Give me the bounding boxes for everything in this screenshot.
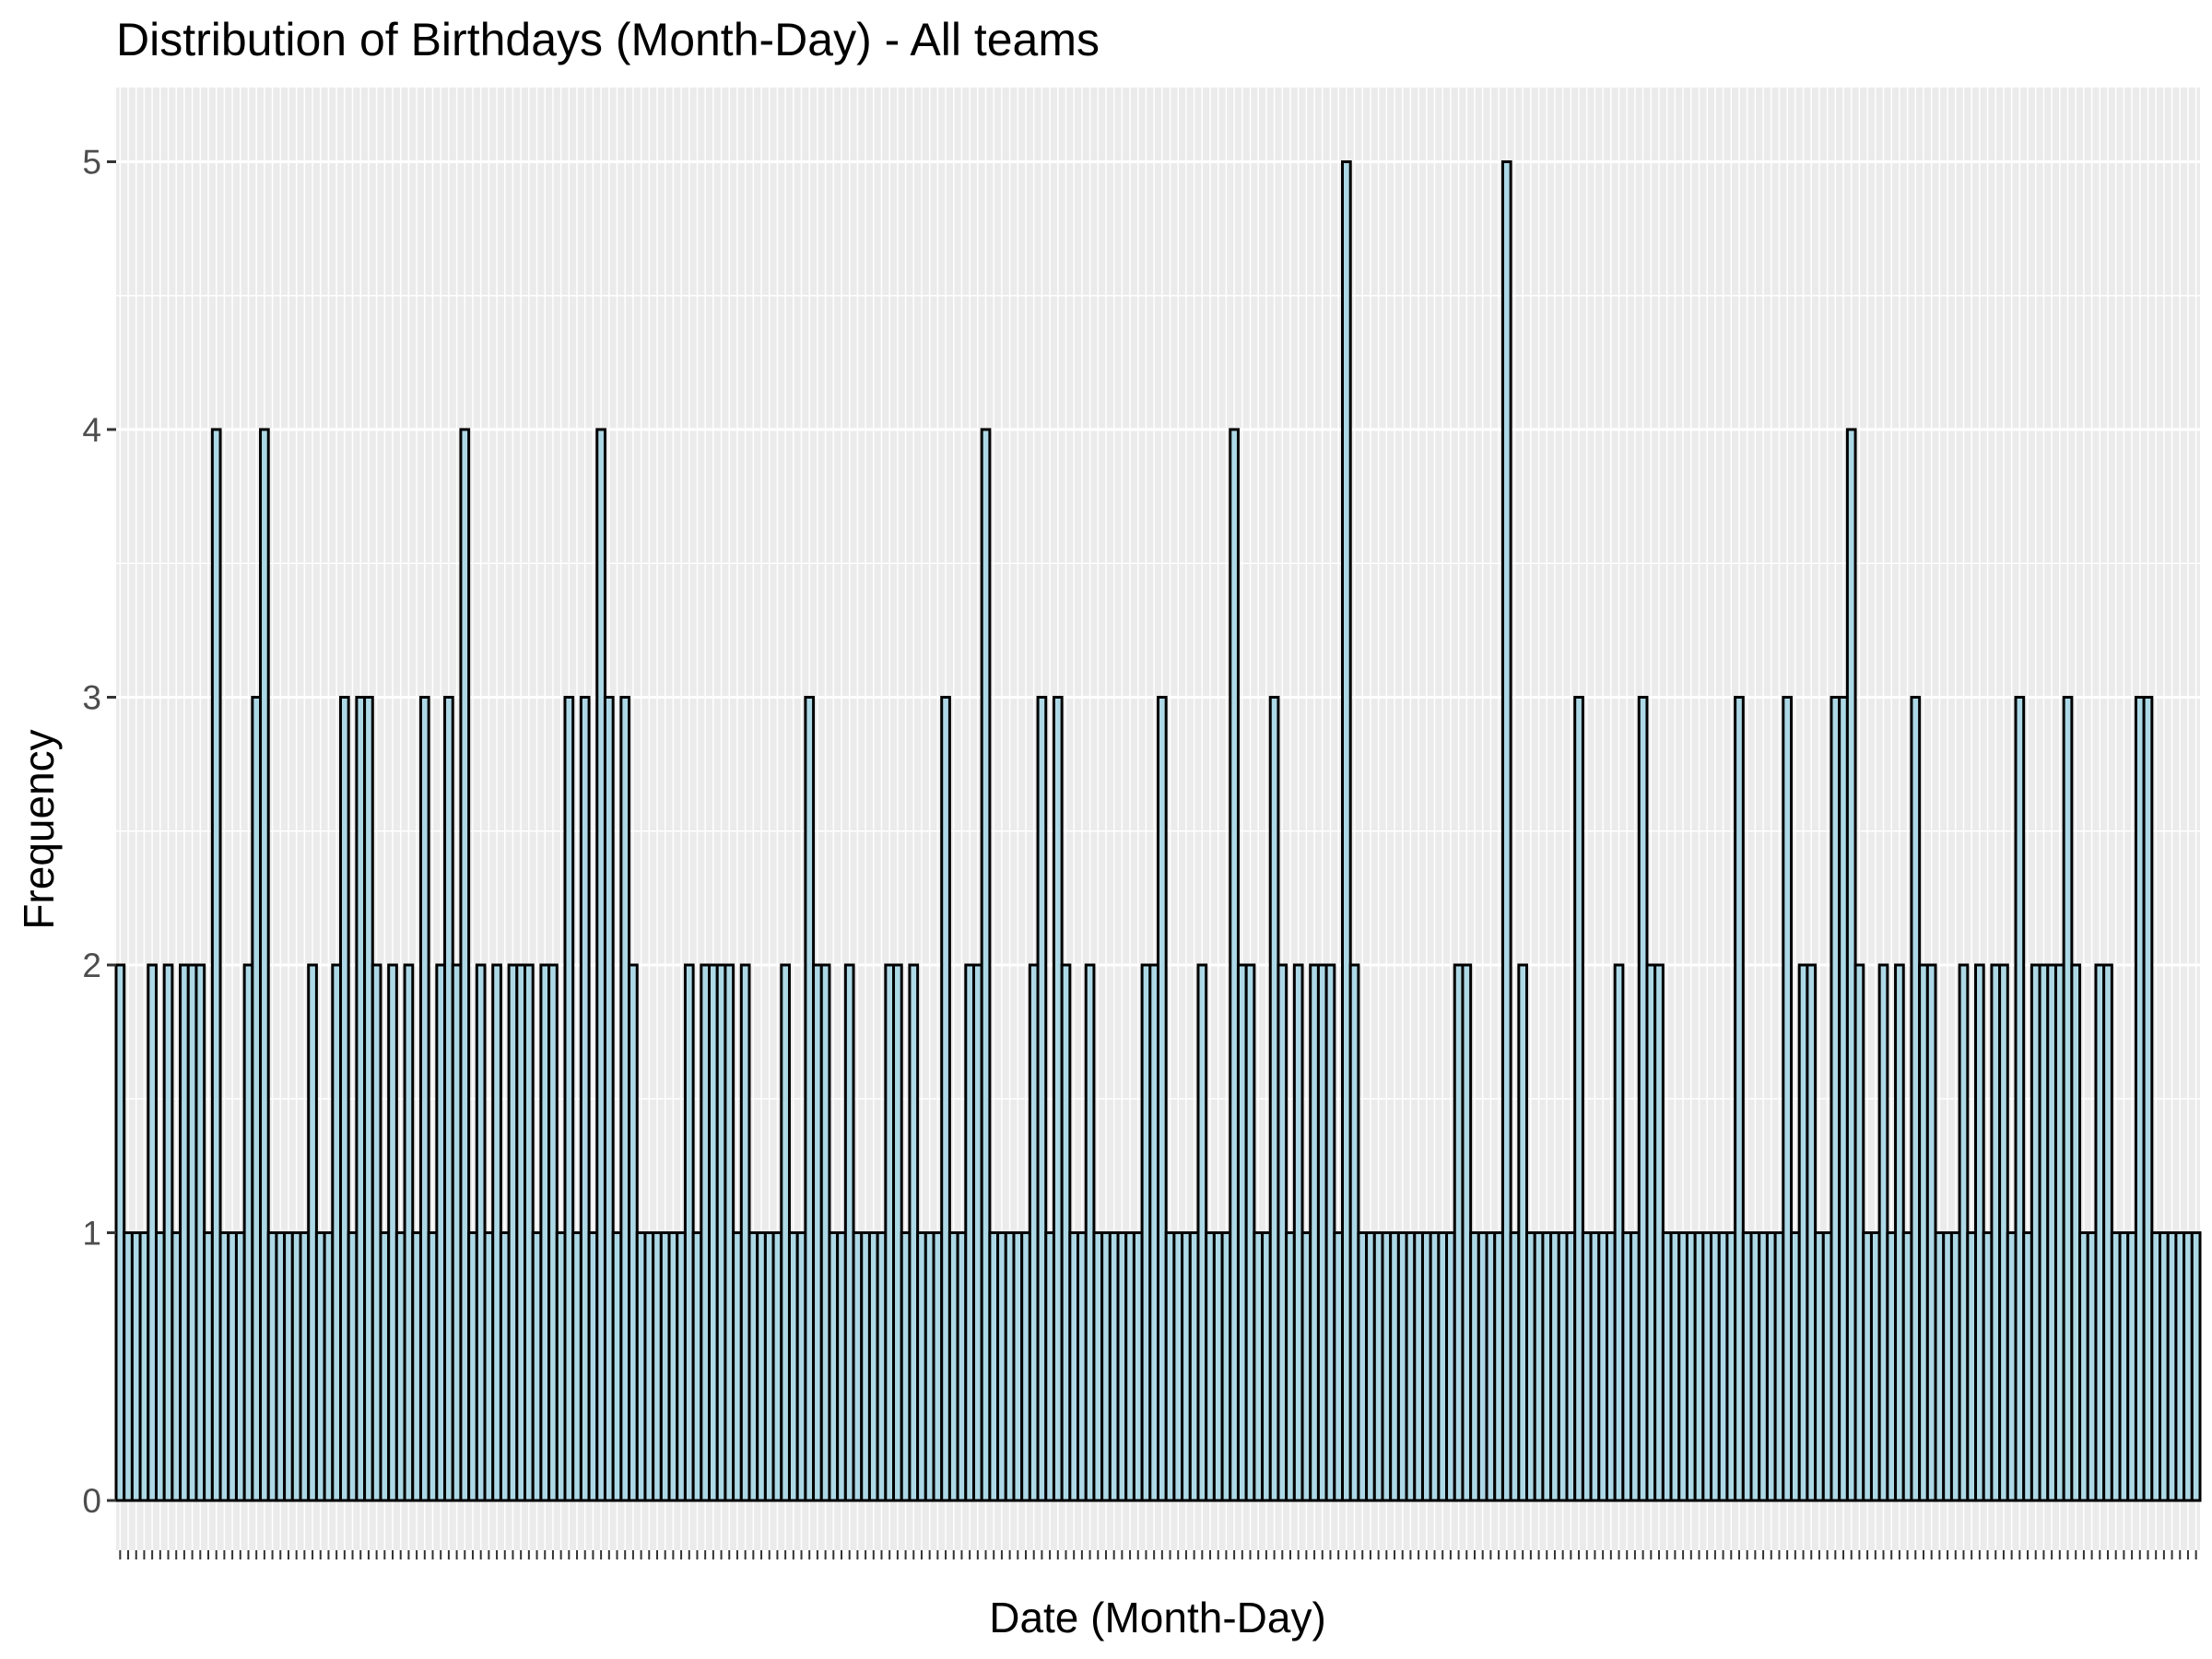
y-tick-label: 0 <box>82 1482 101 1520</box>
y-tick-label: 4 <box>82 411 101 449</box>
bar <box>2014 696 2026 1502</box>
bar <box>418 696 430 1502</box>
bar <box>210 428 222 1502</box>
y-axis-title: Frequency <box>15 729 63 929</box>
bar <box>1782 696 1793 1502</box>
bar <box>563 696 575 1502</box>
bar <box>259 428 270 1502</box>
x-axis-title: Date (Month-Day) <box>989 1594 1326 1641</box>
y-tick-label: 5 <box>82 144 101 182</box>
chart-title: Distribution of Birthdays (Month-Day) - … <box>116 14 1100 65</box>
bar <box>940 696 951 1502</box>
y-axis-ticks: 0 1 2 3 4 5 <box>82 144 116 1520</box>
x-axis-ticks <box>119 1550 2197 1559</box>
bar <box>1500 160 1512 1502</box>
bar <box>338 696 350 1502</box>
bar <box>1157 696 1168 1502</box>
bar <box>579 696 591 1502</box>
bar <box>1573 696 1584 1502</box>
bar <box>459 428 471 1502</box>
bar <box>603 696 615 1502</box>
bar <box>1734 696 1745 1502</box>
bar <box>1341 160 1352 1502</box>
bar <box>2190 1231 2202 1502</box>
bars <box>114 160 2202 1502</box>
bar <box>1036 696 1048 1502</box>
bar <box>980 428 992 1502</box>
y-tick-label: 1 <box>82 1215 101 1253</box>
y-tick-label: 2 <box>82 947 101 984</box>
bar <box>2142 696 2154 1502</box>
y-tick-label: 3 <box>82 679 101 717</box>
